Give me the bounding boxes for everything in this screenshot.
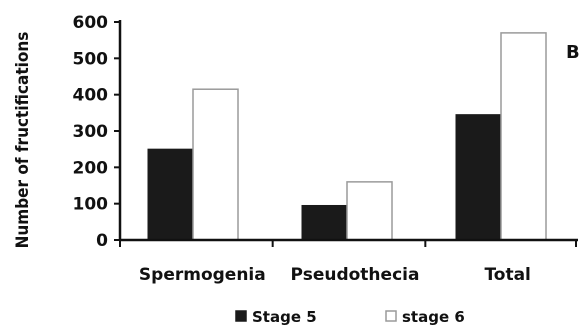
legend: Stage 5 stage 6	[235, 308, 465, 326]
legend-label: Stage 5	[252, 308, 317, 326]
x-axis-ticks	[119, 240, 577, 247]
y-tick-label: 200	[73, 158, 109, 178]
bar-stage-5-pseudothecia	[301, 204, 348, 241]
panel-label: B	[566, 42, 580, 63]
y-axis-label: Number of fructifications	[13, 32, 33, 249]
bar-stage-6-total	[500, 32, 547, 241]
bar-stage-6-spermogenia	[192, 88, 239, 241]
x-axis-category-labels: Spermogenia Pseudothecia Total	[139, 265, 531, 285]
y-tick-label: 400	[73, 86, 109, 106]
legend-swatch-stage-6	[385, 310, 397, 322]
bar-group	[147, 32, 547, 241]
bar-stage-6-pseudothecia	[346, 181, 393, 241]
legend-label: stage 6	[402, 308, 465, 326]
bar-stage-5-total	[455, 114, 502, 241]
legend-swatch-stage-5	[235, 310, 247, 322]
x-category-label: Total	[484, 265, 530, 285]
x-category-label: Spermogenia	[139, 265, 266, 285]
y-tick-label: 100	[73, 195, 109, 215]
y-tick-label: 0	[96, 231, 108, 251]
y-tick-label: 500	[73, 49, 109, 69]
bar-stage-5-spermogenia	[147, 148, 194, 241]
y-tick-label: 300	[73, 122, 109, 142]
y-tick-label: 600	[73, 13, 109, 33]
x-category-label: Pseudothecia	[291, 265, 420, 285]
y-axis-ticks: 0 100 200 300 400 500 600	[73, 13, 120, 251]
